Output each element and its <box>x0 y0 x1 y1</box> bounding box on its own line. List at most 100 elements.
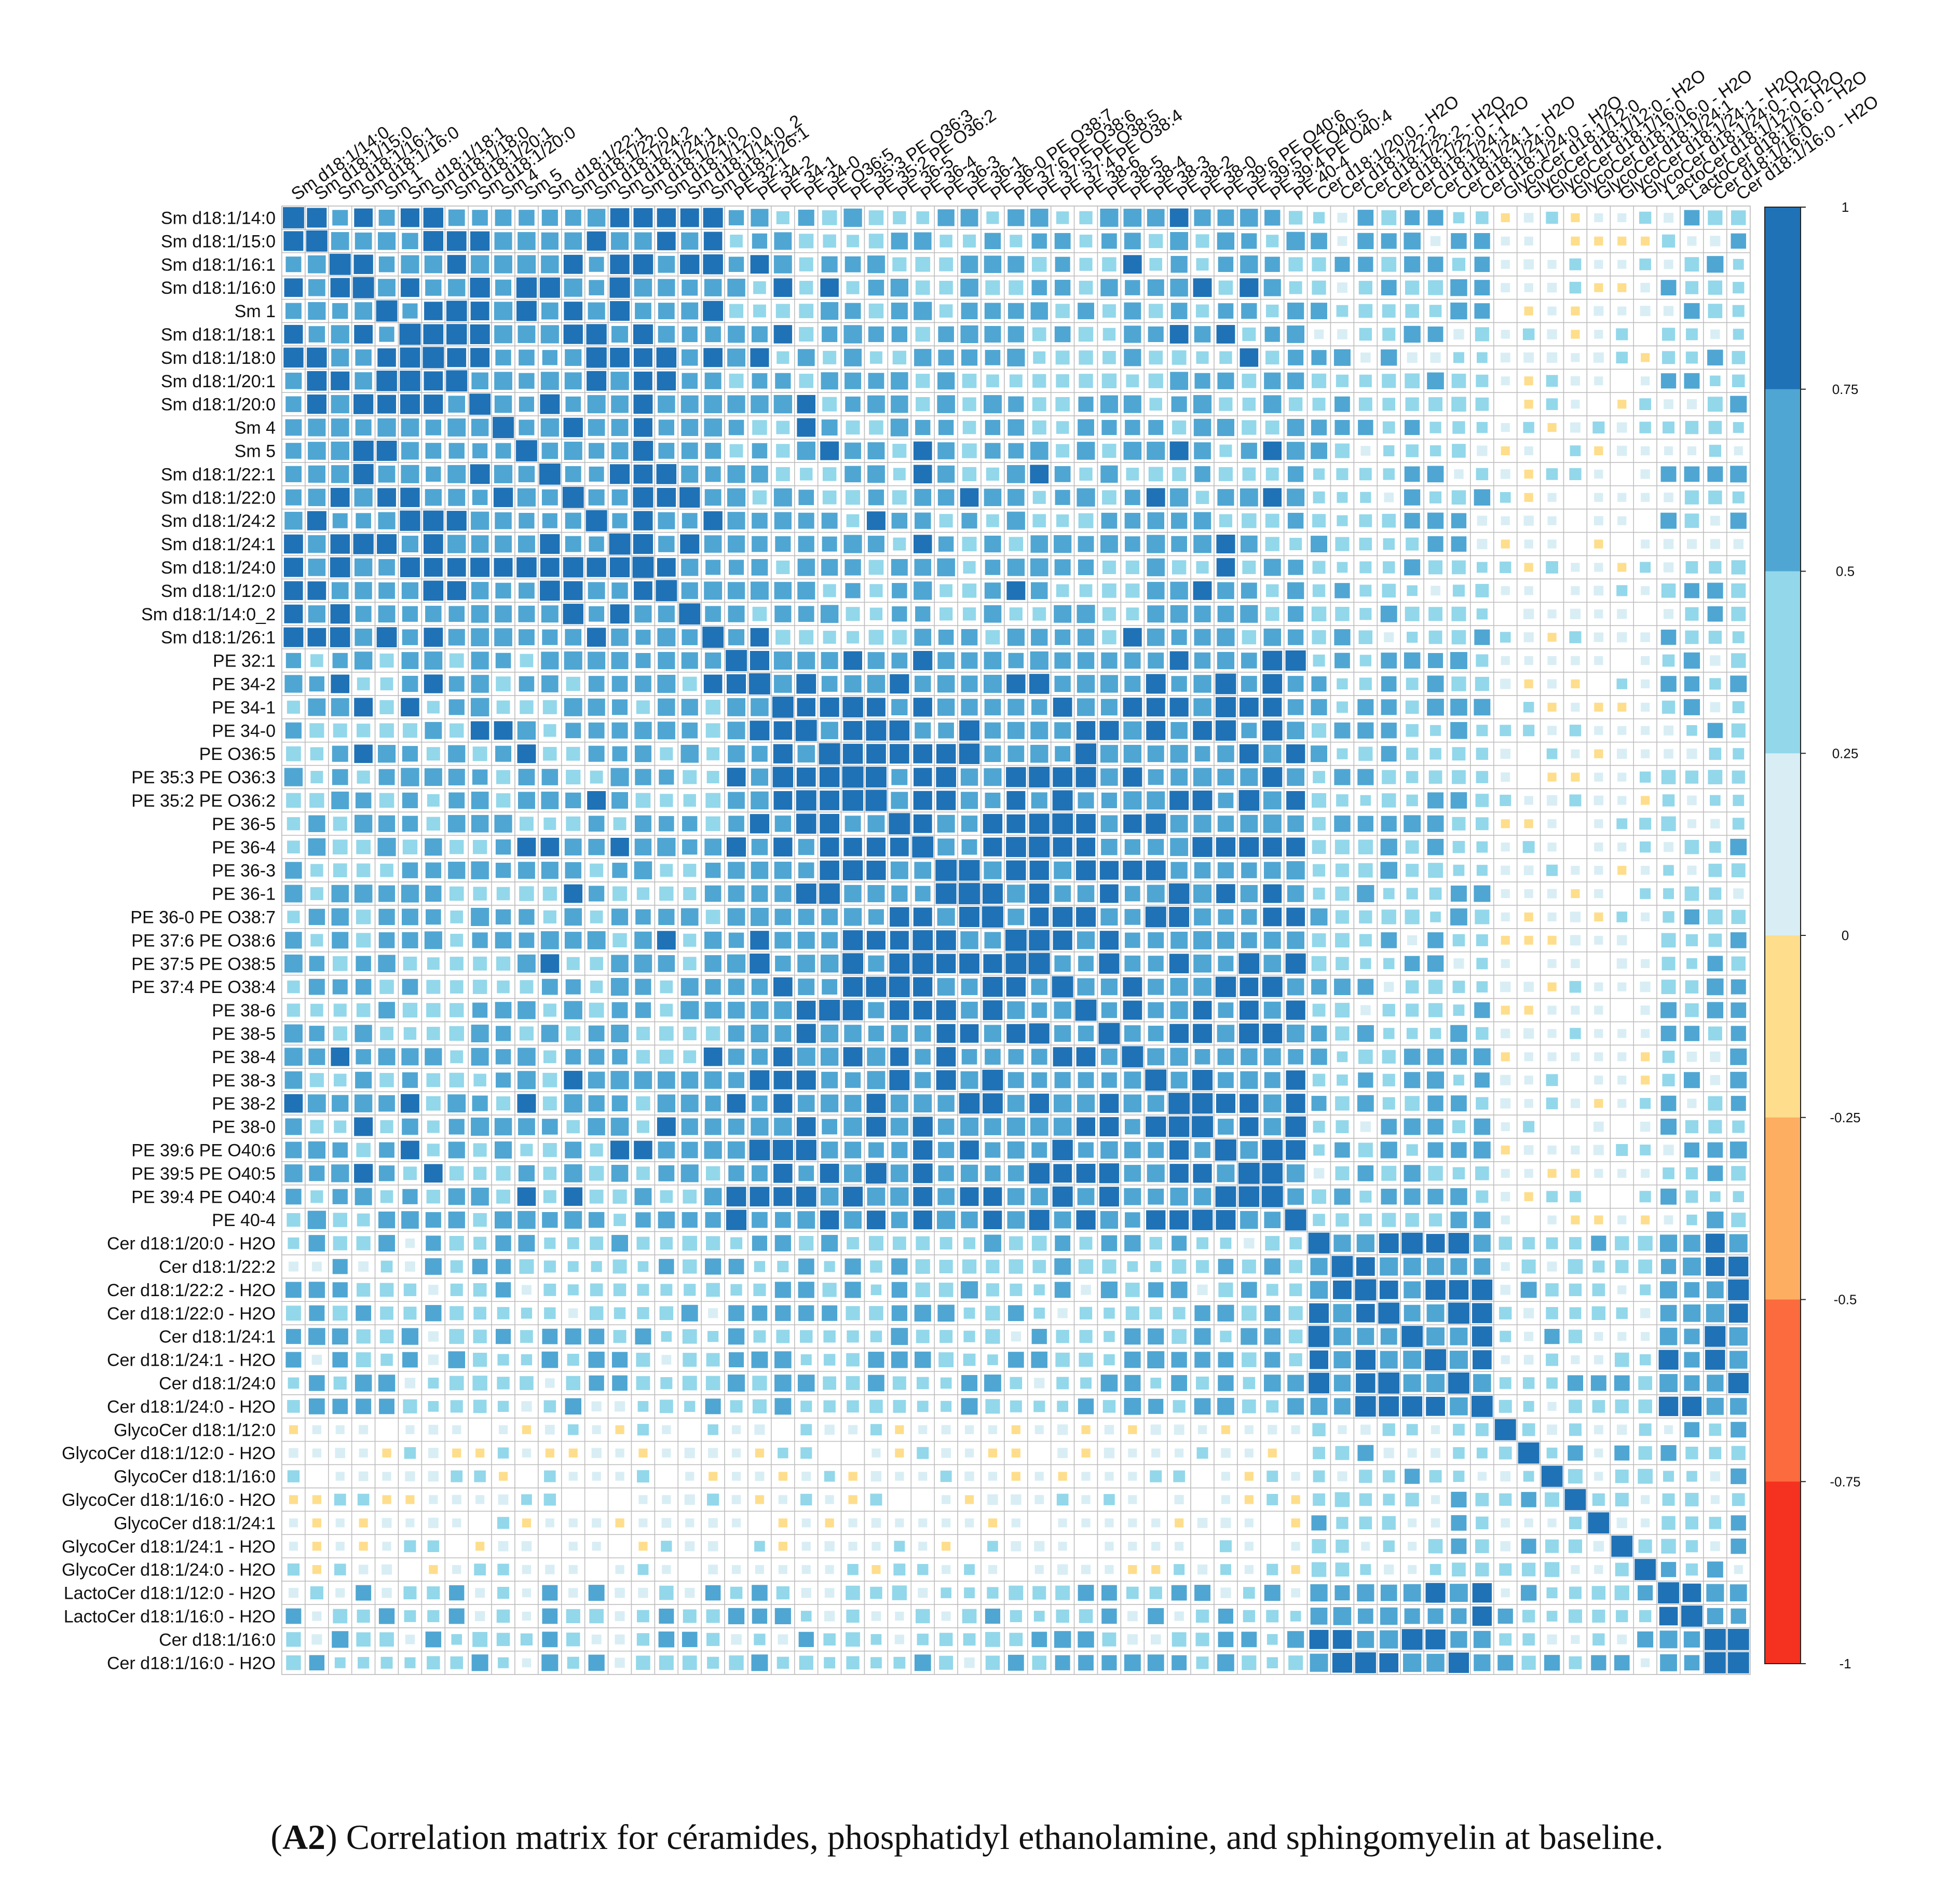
correlation-cell <box>1029 883 1050 904</box>
correlation-cell <box>890 1000 909 1020</box>
correlation-cell <box>1055 629 1071 645</box>
correlation-cell <box>1732 701 1745 713</box>
correlation-cell <box>471 792 489 809</box>
correlation-cell <box>820 697 839 717</box>
correlation-cell <box>543 1050 556 1064</box>
correlation-cell <box>517 255 536 274</box>
correlation-cell <box>914 559 931 576</box>
correlation-cell <box>1029 860 1049 880</box>
correlation-cell <box>401 652 419 669</box>
correlation-cell <box>656 580 677 602</box>
correlation-cell <box>448 488 466 506</box>
correlation-cell <box>1730 466 1747 483</box>
correlation-cell <box>496 1096 511 1111</box>
correlation-cell <box>635 909 651 925</box>
correlation-cell <box>776 444 790 458</box>
correlation-cell <box>843 535 862 553</box>
correlation-cell <box>799 327 814 342</box>
correlation-cell <box>307 511 326 531</box>
correlation-cell <box>1148 1026 1164 1041</box>
correlation-cell <box>588 745 605 762</box>
correlation-cell <box>1427 327 1443 342</box>
correlation-cell <box>1334 652 1350 669</box>
correlation-cell <box>1055 397 1070 412</box>
grid-cell <box>1353 345 1378 370</box>
correlation-cell <box>984 745 1001 763</box>
correlation-cell <box>704 1071 722 1089</box>
correlation-cell <box>658 605 675 622</box>
correlation-cell <box>1148 932 1164 948</box>
correlation-cell <box>378 955 396 972</box>
correlation-cell <box>1570 1098 1580 1108</box>
correlation-cell <box>330 627 350 647</box>
correlation-cell <box>752 606 767 621</box>
correlation-cell <box>1640 469 1650 479</box>
correlation-cell <box>519 817 534 831</box>
correlation-cell <box>1196 351 1209 364</box>
correlation-cell <box>1358 839 1373 854</box>
correlation-cell <box>1337 329 1347 339</box>
correlation-cell <box>1032 420 1046 435</box>
correlation-cell <box>1617 445 1627 456</box>
correlation-cell <box>472 1002 488 1018</box>
correlation-cell <box>332 769 348 785</box>
correlation-cell <box>446 324 467 345</box>
correlation-cell <box>449 1072 464 1087</box>
correlation-cell <box>1218 280 1233 295</box>
correlation-cell <box>1055 256 1070 272</box>
correlation-cell <box>1078 327 1094 342</box>
correlation-cell <box>1264 327 1280 342</box>
correlation-cell <box>634 722 652 739</box>
correlation-cell <box>1170 278 1188 297</box>
correlation-cell <box>846 281 860 294</box>
grid-cell <box>887 345 912 370</box>
correlation-cell <box>1661 980 1676 995</box>
correlation-cell <box>1450 722 1467 739</box>
correlation-cell <box>1475 583 1489 597</box>
correlation-cell <box>658 698 675 716</box>
correlation-cell <box>936 1070 956 1090</box>
correlation-cell <box>1380 862 1398 879</box>
correlation-cell <box>354 558 373 577</box>
correlation-cell <box>401 885 419 903</box>
correlation-cell <box>1733 795 1745 806</box>
correlation-cell <box>402 1118 418 1135</box>
correlation-cell <box>660 864 673 877</box>
correlation-cell <box>378 908 395 926</box>
correlation-cell <box>797 651 815 670</box>
correlation-cell <box>470 557 490 577</box>
correlation-cell <box>1381 233 1397 249</box>
correlation-cell <box>1547 656 1557 665</box>
correlation-cell <box>1641 376 1650 386</box>
correlation-cell <box>1684 1026 1700 1041</box>
correlation-cell <box>1100 884 1119 903</box>
correlation-cell <box>913 441 932 460</box>
correlation-cell <box>728 978 745 995</box>
correlation-cell <box>1265 350 1279 365</box>
correlation-cell <box>798 536 814 552</box>
correlation-cell <box>285 256 302 273</box>
correlation-cell <box>588 676 605 692</box>
correlation-cell <box>750 1070 770 1090</box>
correlation-cell <box>331 371 350 390</box>
correlation-cell <box>1732 351 1746 364</box>
correlation-cell <box>683 1050 697 1064</box>
correlation-cell <box>1099 953 1120 974</box>
correlation-cell <box>774 1025 792 1042</box>
correlation-cell <box>1404 652 1421 669</box>
correlation-cell <box>752 490 767 505</box>
correlation-cell <box>1217 815 1234 832</box>
correlation-cell <box>796 674 816 694</box>
correlation-cell <box>1683 652 1700 669</box>
correlation-cell <box>1734 446 1743 456</box>
correlation-cell <box>658 443 675 459</box>
correlation-cell <box>1407 935 1418 945</box>
correlation-cell <box>1055 304 1070 318</box>
correlation-cell <box>1524 796 1533 805</box>
correlation-cell <box>448 815 466 833</box>
correlation-cell <box>728 629 745 646</box>
correlation-cell <box>1707 956 1723 972</box>
correlation-cell <box>1218 1119 1234 1135</box>
correlation-cell <box>1194 652 1211 669</box>
correlation-cell <box>914 768 932 786</box>
